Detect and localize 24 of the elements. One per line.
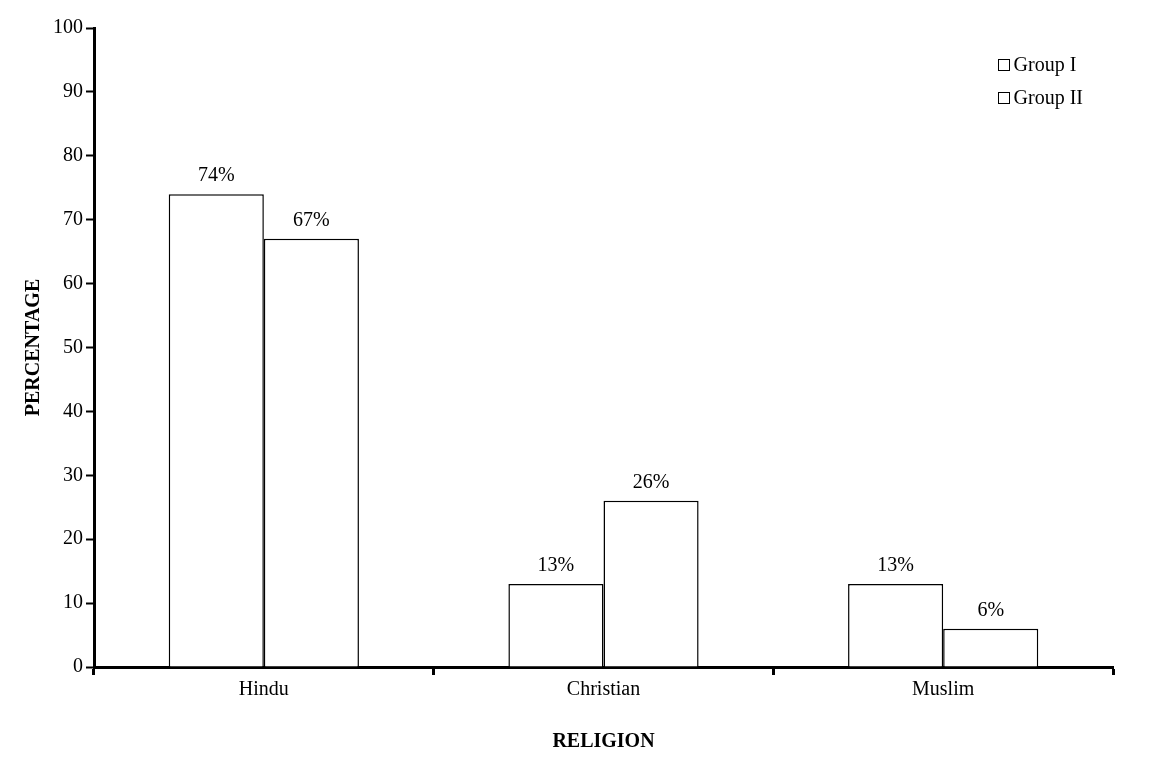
y-tick-label: 30 [63, 462, 83, 485]
data-label: 67% [293, 208, 330, 231]
data-label: 26% [632, 470, 670, 493]
y-tick-label: 40 [63, 398, 83, 421]
x-tick-label: Hindu [238, 677, 289, 700]
text: Group II [1013, 86, 1083, 109]
y-tick-label: 0 [73, 654, 83, 677]
y-tick-label: 20 [63, 526, 83, 549]
y-axis-title: PERCENTAGE [21, 278, 44, 417]
text: Group I [1013, 53, 1077, 76]
y-tick-label: 100 [53, 15, 83, 38]
x-axis-title: RELIGION [552, 729, 656, 752]
x-tick-label: Christian [566, 677, 641, 700]
y-tick-label: 90 [63, 79, 83, 102]
y-tick-label: 10 [63, 590, 83, 613]
x-tick-label: Muslim [912, 677, 975, 700]
y-tick-label: 70 [63, 206, 83, 229]
y-tick-label: 60 [63, 270, 83, 293]
data-label: 13% [537, 553, 575, 576]
y-tick-label: 50 [63, 334, 83, 357]
y-tick-label: 80 [63, 143, 83, 166]
data-label: 13% [877, 553, 914, 576]
data-label: 74% [197, 163, 235, 186]
data-label: 6% [977, 597, 1005, 620]
